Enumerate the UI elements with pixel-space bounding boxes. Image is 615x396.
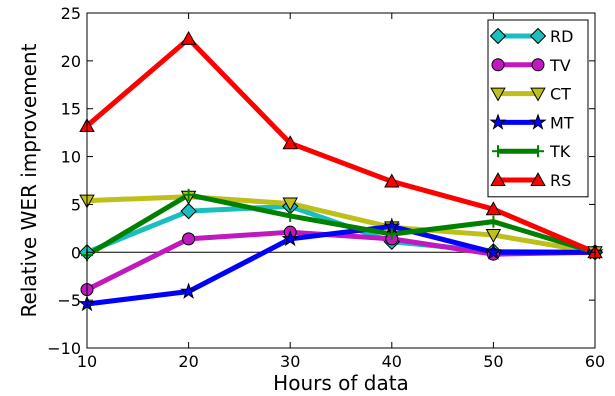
- data-point-tk: [182, 188, 195, 201]
- data-point-rs: [282, 135, 298, 150]
- data-point-mt: [180, 282, 198, 299]
- series-line-mt: [86, 223, 595, 307]
- y-tick-label: 25: [61, 4, 81, 23]
- legend-label-rd: RD: [550, 27, 573, 46]
- legend-label-tk: TK: [549, 142, 571, 161]
- x-tick-label: 10: [77, 352, 97, 371]
- data-point-tk: [385, 228, 398, 241]
- data-point-ct: [485, 229, 502, 243]
- legend-marker-mt: [489, 113, 507, 130]
- data-point-rd: [180, 202, 197, 220]
- x-tick-label: 60: [585, 352, 605, 371]
- legend-marker-rs: [490, 172, 506, 187]
- y-tick-label: 0: [71, 243, 81, 262]
- legend-box: [487, 19, 589, 198]
- legend-label-rs: RS: [550, 171, 571, 190]
- x-axis-label: Hours of data: [273, 371, 409, 395]
- legend-marker-rd: [489, 27, 507, 45]
- data-point-mt: [484, 243, 502, 260]
- x-tick-label: 30: [280, 352, 300, 371]
- legend-marker-mt: [529, 113, 547, 130]
- data-point-rs: [180, 30, 197, 45]
- y-tick-label: 20: [61, 52, 81, 71]
- x-tick-label: 20: [178, 352, 198, 371]
- data-point-tv: [182, 232, 196, 246]
- legend-marker-tv: [531, 58, 545, 72]
- legend-marker-rs: [530, 172, 546, 187]
- legend-label-mt: MT: [550, 113, 574, 132]
- series-line-ct: [86, 194, 596, 255]
- legend-marker-ct: [530, 87, 546, 102]
- x-tick-label: 40: [382, 352, 402, 371]
- legend-label-tv: TV: [549, 56, 571, 75]
- x-tick-label: 50: [483, 352, 503, 371]
- data-point-tk: [487, 215, 500, 228]
- y-tick-label: −10: [47, 339, 81, 358]
- series-line-rs: [85, 36, 596, 255]
- y-tick-label: 5: [71, 195, 81, 214]
- legend-marker-rd: [529, 27, 547, 45]
- data-point-tk: [284, 209, 297, 222]
- legend: RD TV CT MT TK RS: [487, 19, 589, 198]
- data-point-rs: [485, 201, 502, 216]
- legend-marker-tk: [492, 145, 504, 158]
- data-point-mt: [281, 229, 299, 247]
- y-tick-label: 10: [61, 148, 81, 167]
- data-point-rs: [384, 173, 400, 188]
- data-point-ct: [282, 197, 298, 212]
- legend-marker-tv: [491, 58, 505, 72]
- y-tick-label: −5: [57, 291, 81, 310]
- series-line-tk: [85, 192, 596, 258]
- y-axis-label: Relative WER improvement: [17, 43, 41, 317]
- legend-label-ct: CT: [550, 85, 571, 104]
- legend-marker-tk: [532, 145, 544, 158]
- y-tick-label: 15: [61, 100, 81, 119]
- legend-marker-ct: [490, 87, 506, 102]
- axes-frame: [86, 12, 596, 349]
